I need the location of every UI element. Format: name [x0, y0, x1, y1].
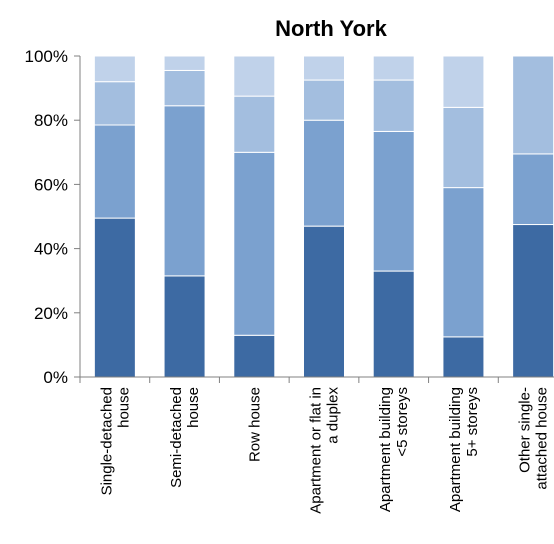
category-label-1-line-0: Semi-detached [168, 387, 185, 488]
category-label-1-line-1: house [185, 387, 202, 428]
bar-segment-3-0 [303, 225, 345, 378]
category-label-4-line-1: <5 storeys [394, 387, 411, 457]
bar-segment-2-0 [233, 334, 276, 378]
category-label-5-line-0: Apartment building [447, 387, 464, 512]
bar-segment-1-0 [163, 275, 206, 378]
bars-group [93, 55, 554, 378]
bar-segment-6-1 [512, 153, 554, 226]
y-tick-label: 100% [25, 47, 68, 66]
y-tick-label: 60% [34, 175, 68, 194]
bar-segment-0-1 [93, 124, 136, 219]
category-label-3-line-1: a duplex [325, 387, 342, 444]
bar-segment-3-1 [303, 119, 345, 227]
bar-segment-1-2 [163, 69, 206, 107]
axes-group [79, 56, 554, 383]
category-label-5-line-1: 5+ storeys [464, 387, 481, 457]
y-ticks-group: 0% 20% 40% 60% 80% 100% [25, 47, 80, 387]
category-label-0-line-0: Single-detached [98, 387, 115, 495]
category-label-2-line-0: Row house [246, 387, 263, 462]
bar-segment-4-2 [372, 79, 415, 132]
bar-segment-3-3 [303, 55, 345, 81]
category-label-0-line-1: house [115, 387, 132, 428]
y-tick-label: 40% [34, 240, 68, 259]
bar-segment-6-0 [512, 224, 554, 378]
bar-segment-4-1 [372, 130, 415, 272]
bar-segment-3-2 [303, 79, 345, 121]
category-label-3-line-0: Apartment or flat in [308, 387, 325, 514]
bar-segment-5-0 [442, 336, 485, 378]
bar-segment-5-1 [442, 187, 485, 338]
category-label-6-line-1: attached house [534, 387, 551, 490]
bar-segment-2-2 [233, 95, 276, 153]
bar-segment-4-0 [372, 270, 415, 378]
bar-segment-5-3 [442, 55, 485, 108]
bar-segment-0-2 [93, 81, 136, 126]
bar-segment-5-2 [442, 106, 485, 189]
bar-segment-4-3 [372, 55, 415, 81]
bar-segment-0-0 [93, 217, 136, 378]
y-tick-label: 80% [34, 111, 68, 130]
y-tick-label: 0% [43, 368, 68, 387]
bar-segment-2-3 [233, 55, 276, 97]
y-tick-label: 20% [34, 304, 68, 323]
bar-segment-6-2 [512, 55, 554, 155]
bar-segment-1-3 [163, 55, 206, 71]
bar-segment-0-3 [93, 55, 136, 83]
bar-segment-2-1 [233, 151, 276, 336]
category-labels-group: Single-detached house Semi-detached house Ro… [98, 387, 550, 514]
category-label-6-line-0: Other single- [517, 387, 534, 473]
chart-title: North York [275, 16, 387, 41]
bar-segment-1-1 [163, 105, 206, 277]
category-label-4-line-0: Apartment building [377, 387, 394, 512]
